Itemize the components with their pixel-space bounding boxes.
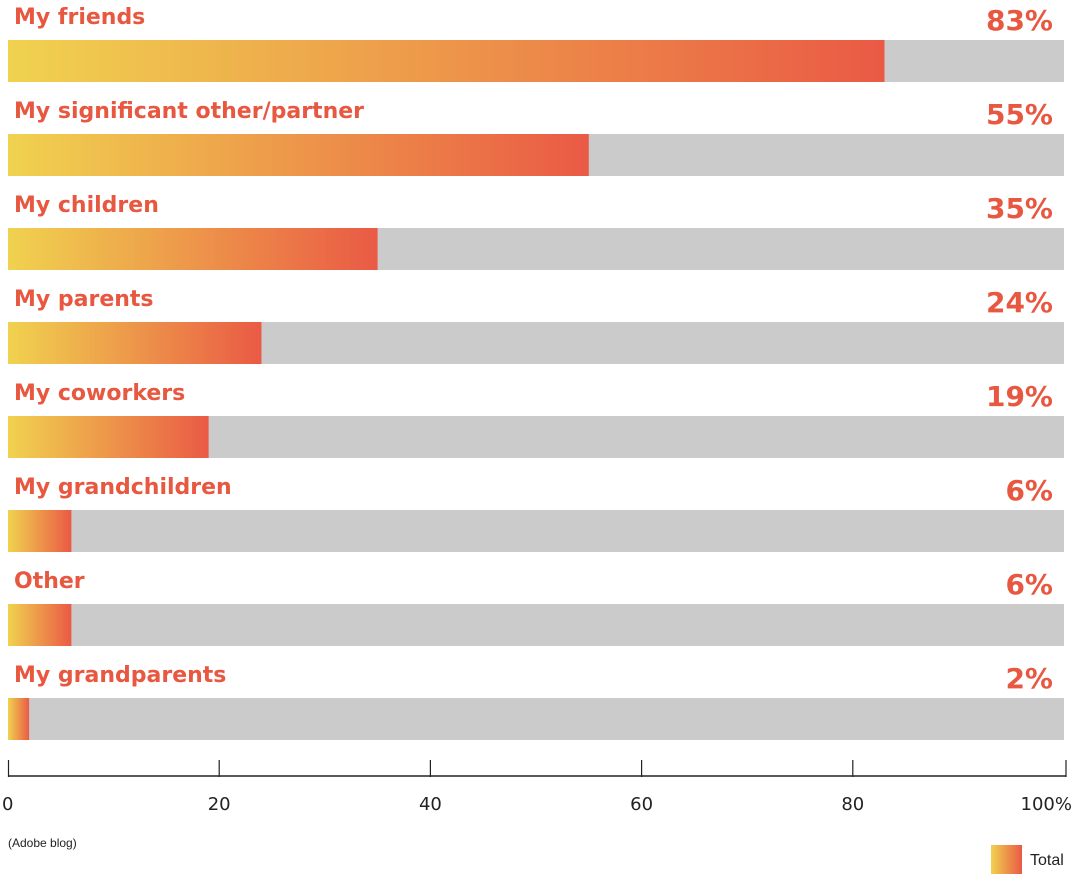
category-label: Other [14, 569, 85, 594]
bar-track [8, 604, 1064, 646]
category-label: My parents [14, 287, 154, 312]
bar [8, 604, 72, 646]
bar [8, 40, 885, 82]
bar-group: My significant other/partner 55% [8, 98, 1064, 176]
bar [8, 322, 262, 364]
x-tick-label: 100% [1021, 794, 1072, 815]
bar [8, 416, 209, 458]
bar-group: My grandparents 2% [8, 662, 1064, 740]
bar [8, 698, 30, 740]
bar-track [8, 510, 1064, 552]
category-label: My grandchildren [14, 475, 232, 500]
bar [8, 510, 72, 552]
bar-track [8, 698, 1064, 740]
value-label: 83% [986, 4, 1053, 37]
value-label: 6% [1005, 568, 1053, 601]
source-note: (Adobe blog) [8, 836, 77, 850]
category-label: My coworkers [14, 381, 185, 406]
category-label: My grandparents [14, 663, 226, 688]
x-axis: 0 20 40 60 80 100% [2, 760, 1072, 815]
x-tick-label: 40 [419, 794, 442, 815]
x-tick-label: 20 [208, 794, 231, 815]
x-tick-label: 60 [630, 794, 653, 815]
value-label: 6% [1005, 474, 1053, 507]
bar [8, 228, 378, 270]
legend: Total [991, 845, 1064, 874]
bar-group: My friends 83% [8, 4, 1064, 82]
category-label: My children [14, 193, 159, 218]
bar-group: My grandchildren 6% [8, 474, 1064, 552]
bar [8, 134, 589, 176]
legend-swatch [991, 845, 1022, 874]
bar-group: My parents 24% [8, 286, 1064, 364]
value-label: 2% [1005, 662, 1053, 695]
x-tick-label: 80 [841, 794, 864, 815]
bar-group: My coworkers 19% [8, 380, 1064, 458]
category-label: My friends [14, 5, 145, 30]
value-label: 35% [986, 192, 1053, 225]
value-label: 24% [986, 286, 1053, 319]
bar-group: Other 6% [8, 568, 1064, 646]
value-label: 55% [986, 98, 1053, 131]
category-label: My significant other/partner [14, 99, 364, 124]
value-label: 19% [986, 380, 1053, 413]
bar-group: My children 35% [8, 192, 1064, 270]
bars-layer: My friends 83% My significant other/partne… [8, 4, 1064, 740]
x-tick-label: 0 [2, 794, 13, 815]
legend-label: Total [1030, 852, 1064, 869]
